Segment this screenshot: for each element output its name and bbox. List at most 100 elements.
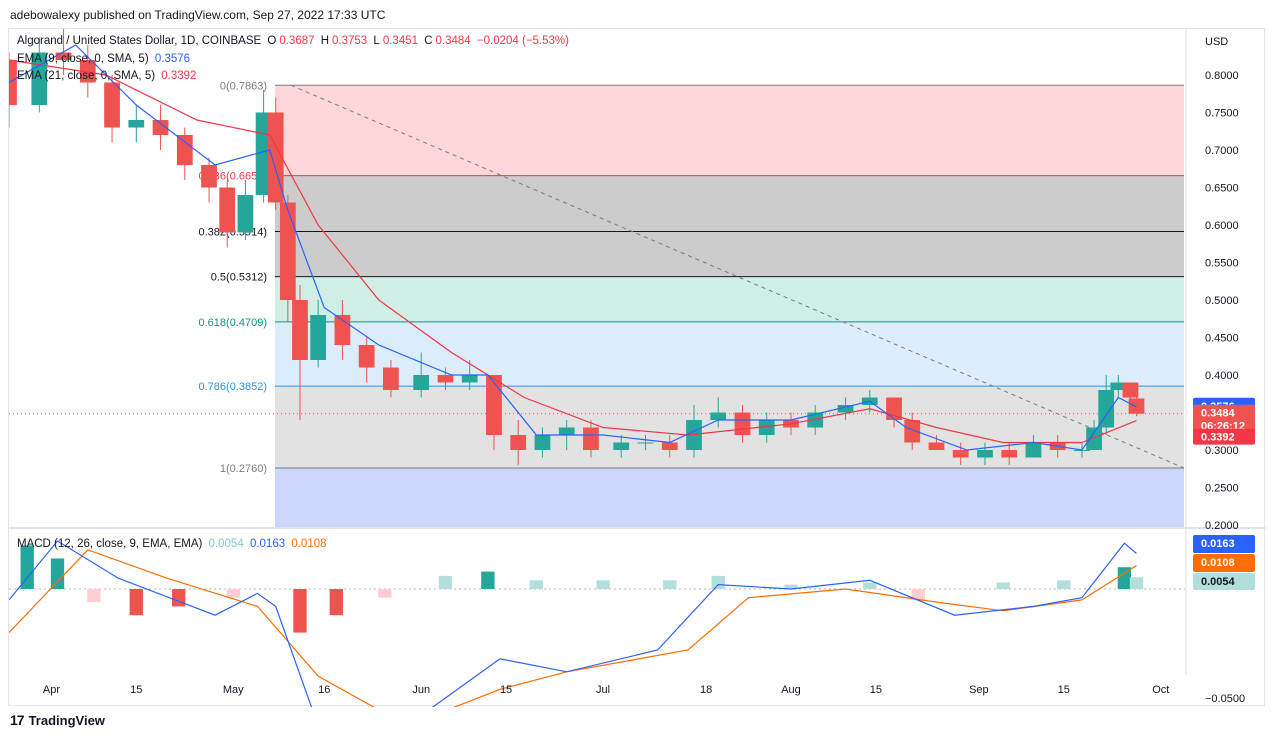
macd-legend[interactable]: MACD (12, 26, close, 9, EMA, EMA) 0.0054… <box>17 538 330 550</box>
time-axis-label: 15 <box>130 684 142 696</box>
signal-badge <box>1193 554 1255 572</box>
macd-histogram-bar <box>329 589 344 616</box>
candle <box>486 375 502 435</box>
candle <box>510 435 527 450</box>
candle <box>534 435 551 450</box>
ema9-line <box>9 44 1137 451</box>
candle <box>1001 450 1018 458</box>
candle <box>637 442 654 444</box>
fib-zone <box>275 175 1184 232</box>
time-axis-label: 15 <box>500 684 512 696</box>
candle <box>1110 382 1127 390</box>
candle <box>1025 442 1042 458</box>
candle <box>1128 398 1145 414</box>
macd-histogram-bar <box>378 589 392 598</box>
ema9-legend[interactable]: EMA (9, close, 0, SMA, 5) 0.3576 <box>17 53 193 65</box>
candle <box>128 120 145 128</box>
macd-histogram-bar <box>20 545 34 589</box>
candle <box>904 420 921 443</box>
macd-badge-text: 0.0163 <box>1201 538 1235 550</box>
symbol-title[interactable]: Algorand / United States Dollar, 1D, COI… <box>17 35 262 47</box>
macd-scale-tick: −0.0500 <box>1205 693 1245 705</box>
price-scale-tick: 0.5500 <box>1205 258 1239 270</box>
price-scale-tick: 0.8000 <box>1205 70 1239 82</box>
chart-canvas[interactable]: 0(0.7863)0.236(0.6659)0.382(0.5914)0.5(0… <box>9 29 1266 707</box>
candle <box>201 165 217 188</box>
price-scale-tick: 0.2500 <box>1205 483 1239 495</box>
open-label: O <box>267 35 277 47</box>
fib-zone <box>275 321 1184 387</box>
ema21-value: 0.3392 <box>161 70 197 82</box>
signal-badge-text: 0.0108 <box>1201 557 1235 569</box>
price-scale-tick: 0.2000 <box>1205 520 1239 532</box>
macd-histogram-bar <box>663 580 677 589</box>
high-label: H <box>320 35 330 47</box>
macd-signal-line <box>9 549 1137 707</box>
macd-histogram-bar <box>87 589 101 603</box>
close-label: C <box>424 35 433 47</box>
macd-histogram-bar <box>226 589 240 598</box>
time-axis-label: 16 <box>318 684 330 696</box>
candle <box>928 442 945 450</box>
fib-zone <box>275 231 1184 277</box>
fib-level-label: 0.618(0.4709) <box>199 317 268 329</box>
macd-histogram-bar <box>481 571 495 589</box>
macd-histogram-bar <box>172 589 186 607</box>
trend-line <box>290 84 1185 469</box>
candle <box>9 60 17 105</box>
macd-line-value: 0.0163 <box>249 538 286 550</box>
candle <box>583 427 599 450</box>
macd-histogram-bar <box>911 589 925 600</box>
price-scale-tick: 0.5000 <box>1205 295 1239 307</box>
macd-histogram-bar <box>529 580 544 589</box>
tradingview-brand[interactable]: 17 TradingView <box>10 712 105 728</box>
macd-hist-value: 0.0054 <box>208 538 244 550</box>
candle <box>267 112 284 203</box>
macd-histogram-bar <box>1129 577 1144 589</box>
close-value: 0.3484 <box>435 35 471 47</box>
macd-histogram-bar <box>293 589 307 633</box>
candle <box>176 135 193 165</box>
hist-badge <box>1193 573 1255 590</box>
fib-zone <box>275 468 1184 527</box>
macd-histogram-bar <box>784 584 798 589</box>
candle <box>310 315 327 360</box>
time-axis-label: Jul <box>596 684 610 696</box>
price-scale-currency: USD <box>1205 36 1228 48</box>
candle <box>104 82 120 128</box>
price-scale-tick: 0.7000 <box>1205 145 1239 157</box>
macd-badge <box>1193 535 1255 553</box>
candle <box>734 412 751 435</box>
candle <box>152 120 169 135</box>
ema9-value: 0.3576 <box>154 53 191 65</box>
ema9-label: EMA (9, close, 0, SMA, 5) <box>17 53 149 65</box>
candle <box>758 420 775 435</box>
candle <box>1086 427 1102 450</box>
price-scale-tick: 0.6500 <box>1205 183 1239 195</box>
ema21-badge <box>1193 428 1255 445</box>
fib-level-label: 0(0.7863) <box>220 80 267 92</box>
candle <box>558 427 575 435</box>
symbol-legend: Algorand / United States Dollar, 1D, COI… <box>17 35 572 47</box>
candle <box>1122 382 1139 398</box>
chart-frame: 0(0.7863)0.236(0.6659)0.382(0.5914)0.5(0… <box>8 28 1266 707</box>
macd-histogram-bar <box>863 582 877 589</box>
candle <box>837 405 854 413</box>
time-axis-label: Sep <box>969 684 989 696</box>
candle <box>977 450 993 458</box>
brand-name: TradingView <box>28 712 105 728</box>
candle <box>661 442 678 450</box>
candle <box>710 412 727 420</box>
ema21-legend[interactable]: EMA (21, close, 0, SMA, 5) 0.3392 <box>17 70 199 82</box>
fib-level-label: 0.786(0.3852) <box>199 381 268 393</box>
low-label: L <box>373 35 380 47</box>
candle <box>219 187 236 233</box>
price-scale-tick: 0.7500 <box>1205 108 1239 120</box>
hist-badge-text: 0.0054 <box>1201 576 1236 588</box>
macd-label: MACD (12, 26, close, 9, EMA, EMA) <box>17 538 203 550</box>
candle <box>413 375 430 390</box>
candle <box>279 202 296 300</box>
macd-histogram-bar <box>1117 567 1132 589</box>
ema21-line <box>9 59 1137 444</box>
candle <box>292 300 308 360</box>
